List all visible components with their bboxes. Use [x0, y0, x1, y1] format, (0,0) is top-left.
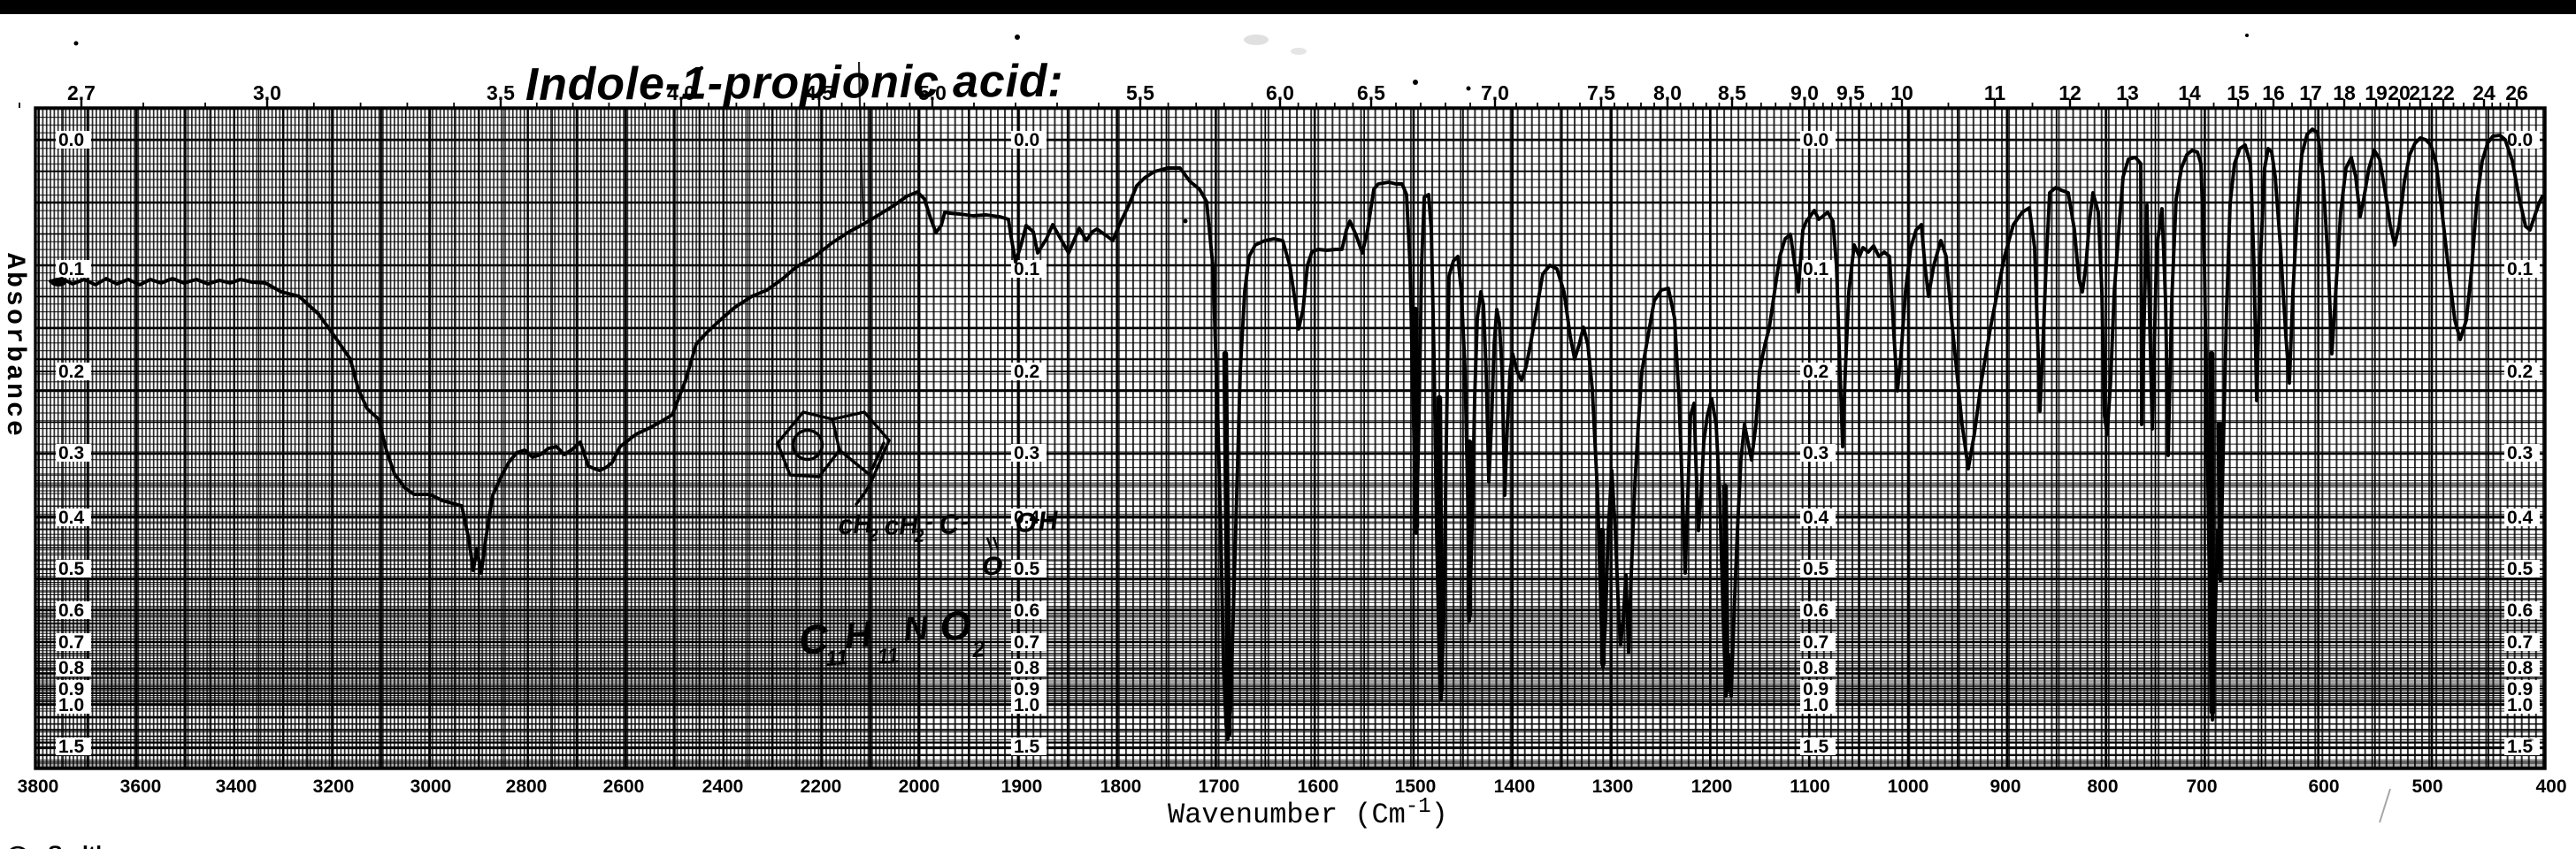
svg-text:0.6: 0.6 — [1803, 600, 1828, 621]
svg-text:0.8: 0.8 — [58, 658, 85, 678]
svg-text:0.5: 0.5 — [2507, 559, 2534, 579]
svg-text:1800: 1800 — [1100, 776, 1142, 797]
svg-text:1900: 1900 — [1001, 776, 1043, 797]
svg-text:3800: 3800 — [18, 776, 59, 797]
svg-text:3400: 3400 — [216, 776, 257, 797]
svg-text:Indole-1-propionic acid:: Indole-1-propionic acid: — [525, 56, 1064, 111]
svg-text:0.5: 0.5 — [58, 559, 85, 579]
svg-text:C: C — [797, 615, 831, 662]
svg-text:2200: 2200 — [801, 776, 842, 797]
svg-text:0.2: 0.2 — [58, 362, 84, 382]
svg-text:0.3: 0.3 — [1014, 443, 1039, 463]
svg-text:0.9: 0.9 — [2507, 679, 2533, 700]
svg-text:0.8: 0.8 — [1803, 658, 1829, 678]
svg-text:3200: 3200 — [313, 776, 355, 797]
svg-text:-: - — [960, 508, 970, 535]
svg-text:1200: 1200 — [1691, 776, 1733, 797]
svg-text:3000: 3000 — [410, 776, 452, 797]
svg-text:0.0: 0.0 — [58, 130, 84, 150]
svg-text:0.2: 0.2 — [1803, 362, 1828, 382]
svg-text:0.6: 0.6 — [58, 600, 84, 621]
svg-text:0.7: 0.7 — [1014, 632, 1039, 653]
svg-text:1.5: 1.5 — [1803, 737, 1829, 757]
svg-text:0.4: 0.4 — [2507, 508, 2534, 528]
svg-text:2600: 2600 — [603, 776, 645, 797]
svg-text:11: 11 — [877, 644, 901, 669]
svg-text:1300: 1300 — [1592, 776, 1634, 797]
svg-text:0.6: 0.6 — [2507, 600, 2533, 621]
svg-text:1700: 1700 — [1199, 776, 1240, 797]
svg-text:0.4: 0.4 — [1803, 508, 1829, 528]
svg-text:0.3: 0.3 — [1803, 443, 1828, 463]
svg-text:N: N — [902, 610, 931, 649]
svg-text:0.2: 0.2 — [1014, 362, 1039, 382]
svg-text:Sadtler: Sadtler — [48, 842, 123, 849]
svg-text:1600: 1600 — [1298, 776, 1339, 797]
svg-text:0.9: 0.9 — [1803, 679, 1828, 700]
svg-text:0.1: 0.1 — [58, 259, 85, 279]
svg-text:-: - — [924, 508, 934, 535]
svg-text:0.5: 0.5 — [1014, 559, 1040, 579]
svg-text:0.2: 0.2 — [2507, 362, 2533, 382]
svg-text:C: C — [939, 509, 961, 540]
svg-text:0.7: 0.7 — [2507, 632, 2533, 653]
svg-text:0.9: 0.9 — [1014, 679, 1039, 700]
svg-text:O: O — [939, 601, 974, 649]
svg-text:0.5: 0.5 — [1803, 559, 1829, 579]
svg-text:11: 11 — [825, 646, 849, 671]
svg-text:2800: 2800 — [506, 776, 548, 797]
svg-text:1500: 1500 — [1395, 776, 1437, 797]
svg-text:0.4: 0.4 — [1014, 508, 1040, 528]
svg-text:1000: 1000 — [1888, 776, 1929, 797]
svg-text:0.1: 0.1 — [2507, 259, 2534, 279]
svg-text:1.0: 1.0 — [58, 695, 84, 715]
svg-text:800: 800 — [2087, 776, 2118, 797]
svg-text:2400: 2400 — [702, 776, 744, 797]
svg-text:0.7: 0.7 — [1803, 632, 1828, 653]
svg-text:1100: 1100 — [1790, 776, 1830, 797]
svg-text:2: 2 — [970, 635, 986, 662]
svg-text:1.5: 1.5 — [1014, 737, 1040, 757]
svg-text:2: 2 — [867, 525, 878, 546]
svg-text:0.4: 0.4 — [58, 508, 85, 528]
svg-text:cH: cH — [838, 509, 874, 540]
svg-text:0.7: 0.7 — [58, 632, 84, 653]
svg-text:1.5: 1.5 — [58, 737, 85, 757]
svg-text:0.0: 0.0 — [1014, 130, 1039, 150]
svg-text:O: O — [982, 552, 1002, 581]
svg-text:1.0: 1.0 — [1014, 695, 1039, 715]
svg-text:2: 2 — [913, 526, 924, 547]
svg-text:0.1: 0.1 — [1014, 259, 1040, 279]
svg-text:1400: 1400 — [1494, 776, 1536, 797]
svg-text:H: H — [1038, 505, 1060, 537]
svg-text:0.8: 0.8 — [2507, 658, 2534, 678]
svg-text:0.1: 0.1 — [1803, 259, 1829, 279]
svg-text:500: 500 — [2411, 776, 2442, 797]
svg-text:cH: cH — [884, 510, 920, 541]
svg-text:700: 700 — [2186, 776, 2217, 797]
svg-text:0.8: 0.8 — [1014, 658, 1040, 678]
svg-text:0.3: 0.3 — [58, 443, 84, 463]
svg-text:3600: 3600 — [120, 776, 162, 797]
svg-text:400: 400 — [2535, 776, 2566, 797]
svg-text:Absorbance: Absorbance — [0, 253, 29, 439]
svg-text:2000: 2000 — [899, 776, 940, 797]
svg-text:1.5: 1.5 — [2507, 737, 2534, 757]
svg-text:Wavenumber (Cm-1): Wavenumber (Cm-1) — [1168, 795, 1448, 831]
svg-text:O: O — [1015, 507, 1038, 539]
svg-text:0.0: 0.0 — [1803, 130, 1828, 150]
svg-text:900: 900 — [1990, 776, 2020, 797]
svg-text:0.9: 0.9 — [58, 679, 84, 700]
svg-text:1.0: 1.0 — [2507, 695, 2533, 715]
svg-text:0.6: 0.6 — [1014, 600, 1039, 621]
svg-text:0.0: 0.0 — [2507, 130, 2533, 150]
svg-text:1.0: 1.0 — [1803, 695, 1828, 715]
svg-text:600: 600 — [2308, 776, 2339, 797]
svg-text:H: H — [843, 613, 874, 656]
svg-text:0.3: 0.3 — [2507, 443, 2533, 463]
